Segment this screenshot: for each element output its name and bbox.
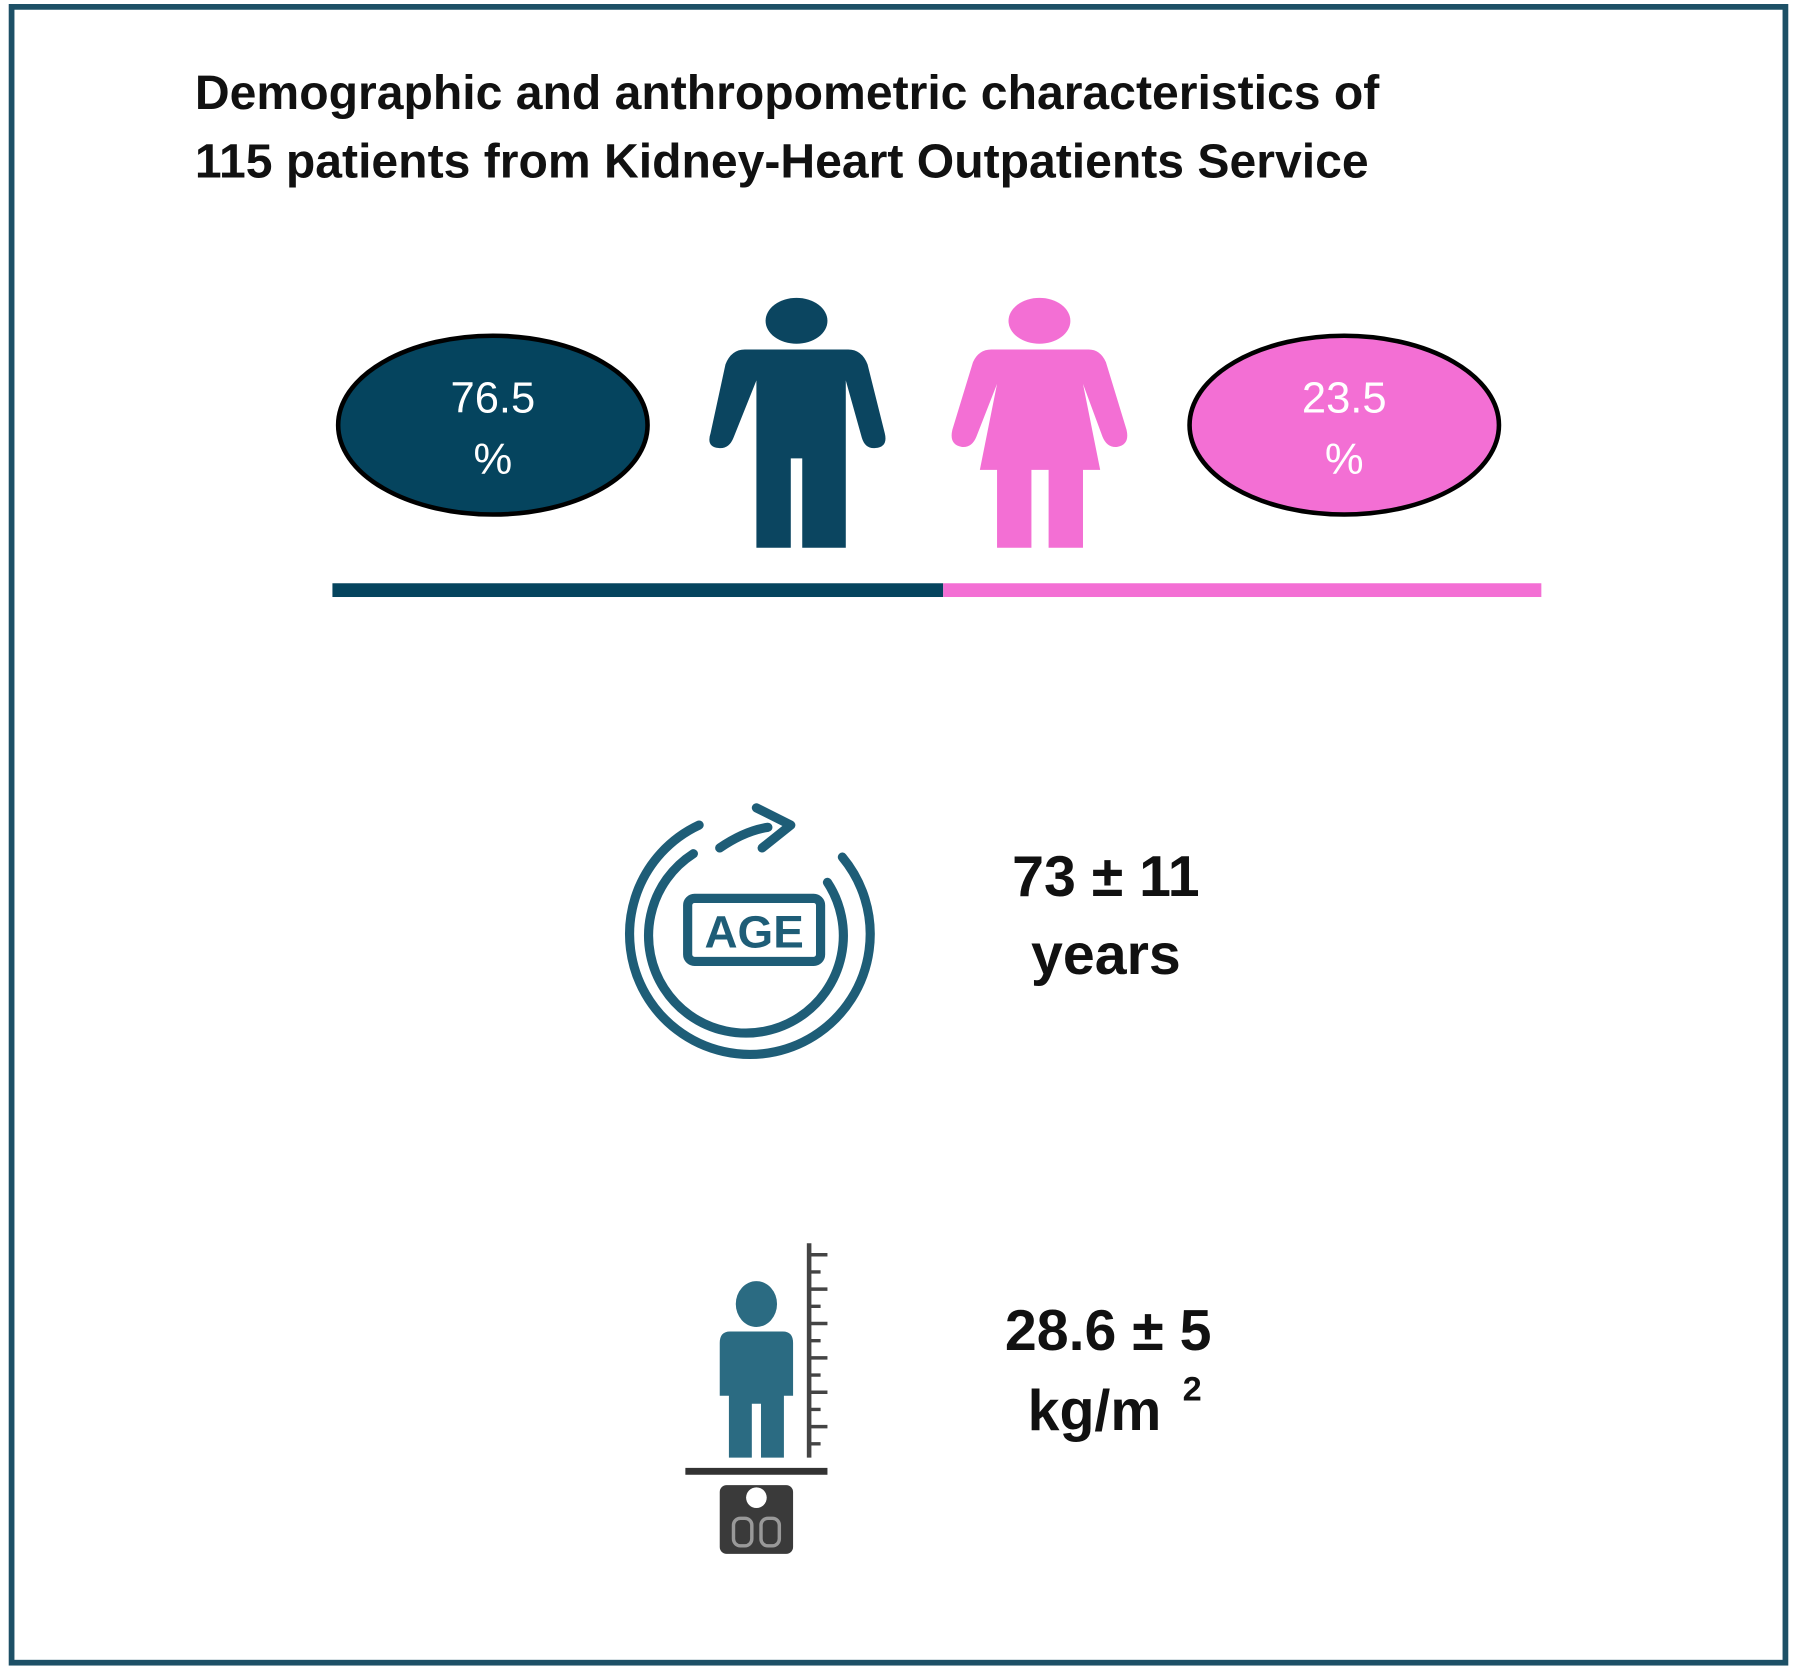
male-unit: %	[473, 435, 512, 483]
bmi-unit-superscript: 2	[1183, 1370, 1202, 1408]
age-unit: years	[1031, 923, 1181, 987]
age-icon	[624, 803, 875, 1060]
male-icon	[709, 297, 886, 548]
bmi-unit: kg/m	[1028, 1379, 1162, 1443]
male-badge	[335, 333, 650, 517]
male-bar	[332, 583, 944, 598]
title-line: Demographic and anthropometric character…	[195, 66, 1380, 120]
bmi-icon	[685, 1243, 828, 1554]
age-icon-label: AGE	[704, 907, 803, 958]
female-percent: 23.5	[1302, 375, 1387, 423]
title-line: 115 patients from Kidney-Heart Outpatien…	[195, 135, 1369, 189]
female-bar	[943, 583, 1542, 598]
female-unit: %	[1325, 435, 1364, 483]
female-badge	[1187, 333, 1502, 517]
age-value: 73 ± 11	[1012, 845, 1200, 909]
male-percent: 76.5	[450, 375, 535, 423]
bmi-value: 28.6 ± 5	[1005, 1299, 1212, 1363]
frame	[8, 4, 1789, 1666]
female-icon	[951, 297, 1128, 548]
